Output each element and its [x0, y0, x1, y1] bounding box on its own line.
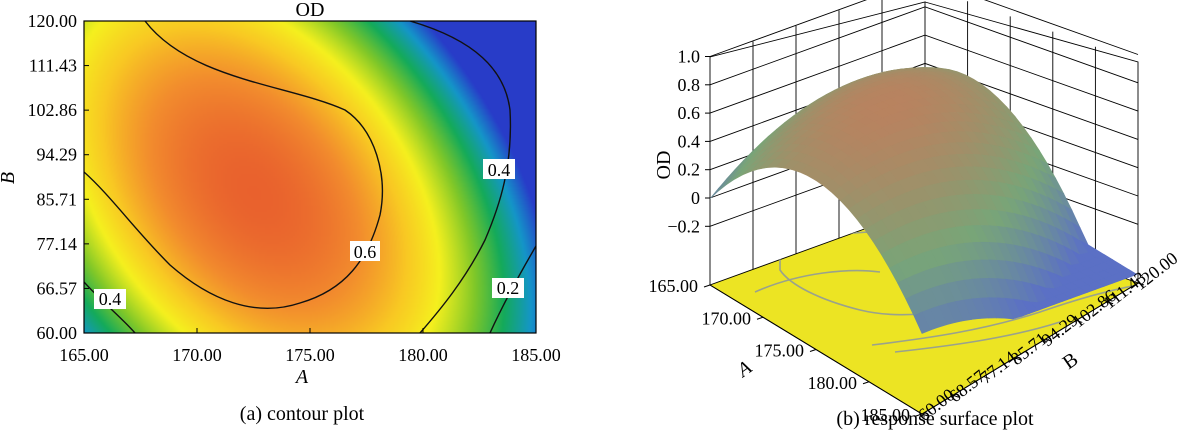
y-tick-label: 85.71	[37, 189, 78, 209]
wall-grid-line	[709, 6, 1139, 86]
surface-patch	[913, 311, 931, 334]
z-tick-label: 0	[691, 188, 700, 208]
wall-grid-line	[709, 34, 1139, 114]
contour-label-0.4-right: 0.4	[483, 159, 515, 180]
contour-label-0.2: 0.2	[492, 278, 524, 298]
response-surface	[709, 67, 1138, 334]
z-axis-label: OD	[653, 151, 675, 180]
contour-panel: 0.6 0.4 0.4 0.2 OD A B (a) contour plot …	[0, 0, 561, 425]
caption-a: (a) contour plot	[240, 403, 365, 425]
x-tick-label: 170.00	[172, 345, 222, 365]
b-tick-mark	[1076, 319, 1083, 323]
z-tick-label: 0.8	[678, 75, 701, 95]
surface-panel: OD A B (b) response surface plot 1.0 0.8 0…	[649, 0, 1181, 430]
a-tick-label: 170.00	[702, 308, 752, 328]
b-tick-mark	[921, 413, 929, 417]
z-tick-label: 1.0	[678, 47, 701, 67]
y-tick-label: 77.14	[37, 234, 78, 254]
a-tick-label: 180.00	[808, 373, 858, 393]
y-tick-label: 111.43	[29, 56, 77, 76]
a-tick-mark	[809, 349, 817, 352]
x-tick-label: 185.00	[511, 345, 561, 365]
z-tick-label: −0.2	[667, 216, 700, 236]
z-tick-label: 0.4	[678, 131, 701, 151]
svg-text:0.4: 0.4	[99, 289, 122, 309]
a-tick-mark	[756, 316, 764, 320]
x-tick-label: 175.00	[285, 345, 335, 365]
y-ticks: 120.00 111.43 102.86 94.29 85.71 77.14 66.57 60…	[28, 11, 89, 343]
y-axis-label: B	[0, 172, 19, 184]
y-tick-label: 94.29	[37, 145, 78, 165]
contour-label-0.6: 0.6	[350, 241, 380, 262]
x-ticks: 165.00 170.00 175.00 180.00 185.00	[59, 328, 561, 365]
a-tick-mark	[915, 413, 923, 417]
y-tick-label: 120.00	[28, 11, 78, 31]
x-tick-label: 180.00	[398, 345, 448, 365]
x-tick-label: 165.00	[59, 345, 109, 365]
b-tick-mark	[1045, 338, 1052, 342]
b-tick-mark	[952, 394, 960, 398]
svg-text:0.6: 0.6	[354, 242, 377, 262]
b-tick-mark	[983, 376, 990, 380]
z-tick-label: 0.2	[678, 160, 701, 180]
a-tick-label: 175.00	[755, 341, 805, 361]
a-axis-label: A	[732, 356, 757, 383]
x-axis-label: A	[294, 366, 309, 388]
svg-text:0.2: 0.2	[497, 278, 520, 298]
z-tick-label: 0.6	[678, 103, 701, 123]
b-tick-mark	[1137, 282, 1145, 286]
b-tick-mark	[1106, 301, 1114, 305]
a-tick-label: 165.00	[649, 276, 699, 296]
svg-text:0.4: 0.4	[488, 160, 511, 180]
z-ticks: 1.0 0.8 0.6 0.4 0.2 0 −0.2	[667, 47, 710, 236]
chart-title: OD	[296, 0, 325, 21]
y-tick-label: 60.00	[37, 323, 78, 343]
y-tick-label: 66.57	[37, 278, 78, 298]
b-tick-mark	[1014, 357, 1021, 361]
contour-label-0.4-left: 0.4	[94, 289, 126, 309]
y-tick-label: 102.86	[28, 100, 78, 120]
a-tick-mark	[703, 284, 711, 288]
heatmap-image	[84, 21, 536, 333]
a-tick-mark	[862, 381, 870, 385]
wall-grid-line	[709, 0, 1139, 57]
a-tick-label: 185.00	[861, 405, 911, 425]
wall-grid-line	[709, 62, 1139, 142]
b-axis-label: B	[1059, 348, 1083, 374]
caption-b: (b) response surface plot	[836, 408, 1034, 430]
